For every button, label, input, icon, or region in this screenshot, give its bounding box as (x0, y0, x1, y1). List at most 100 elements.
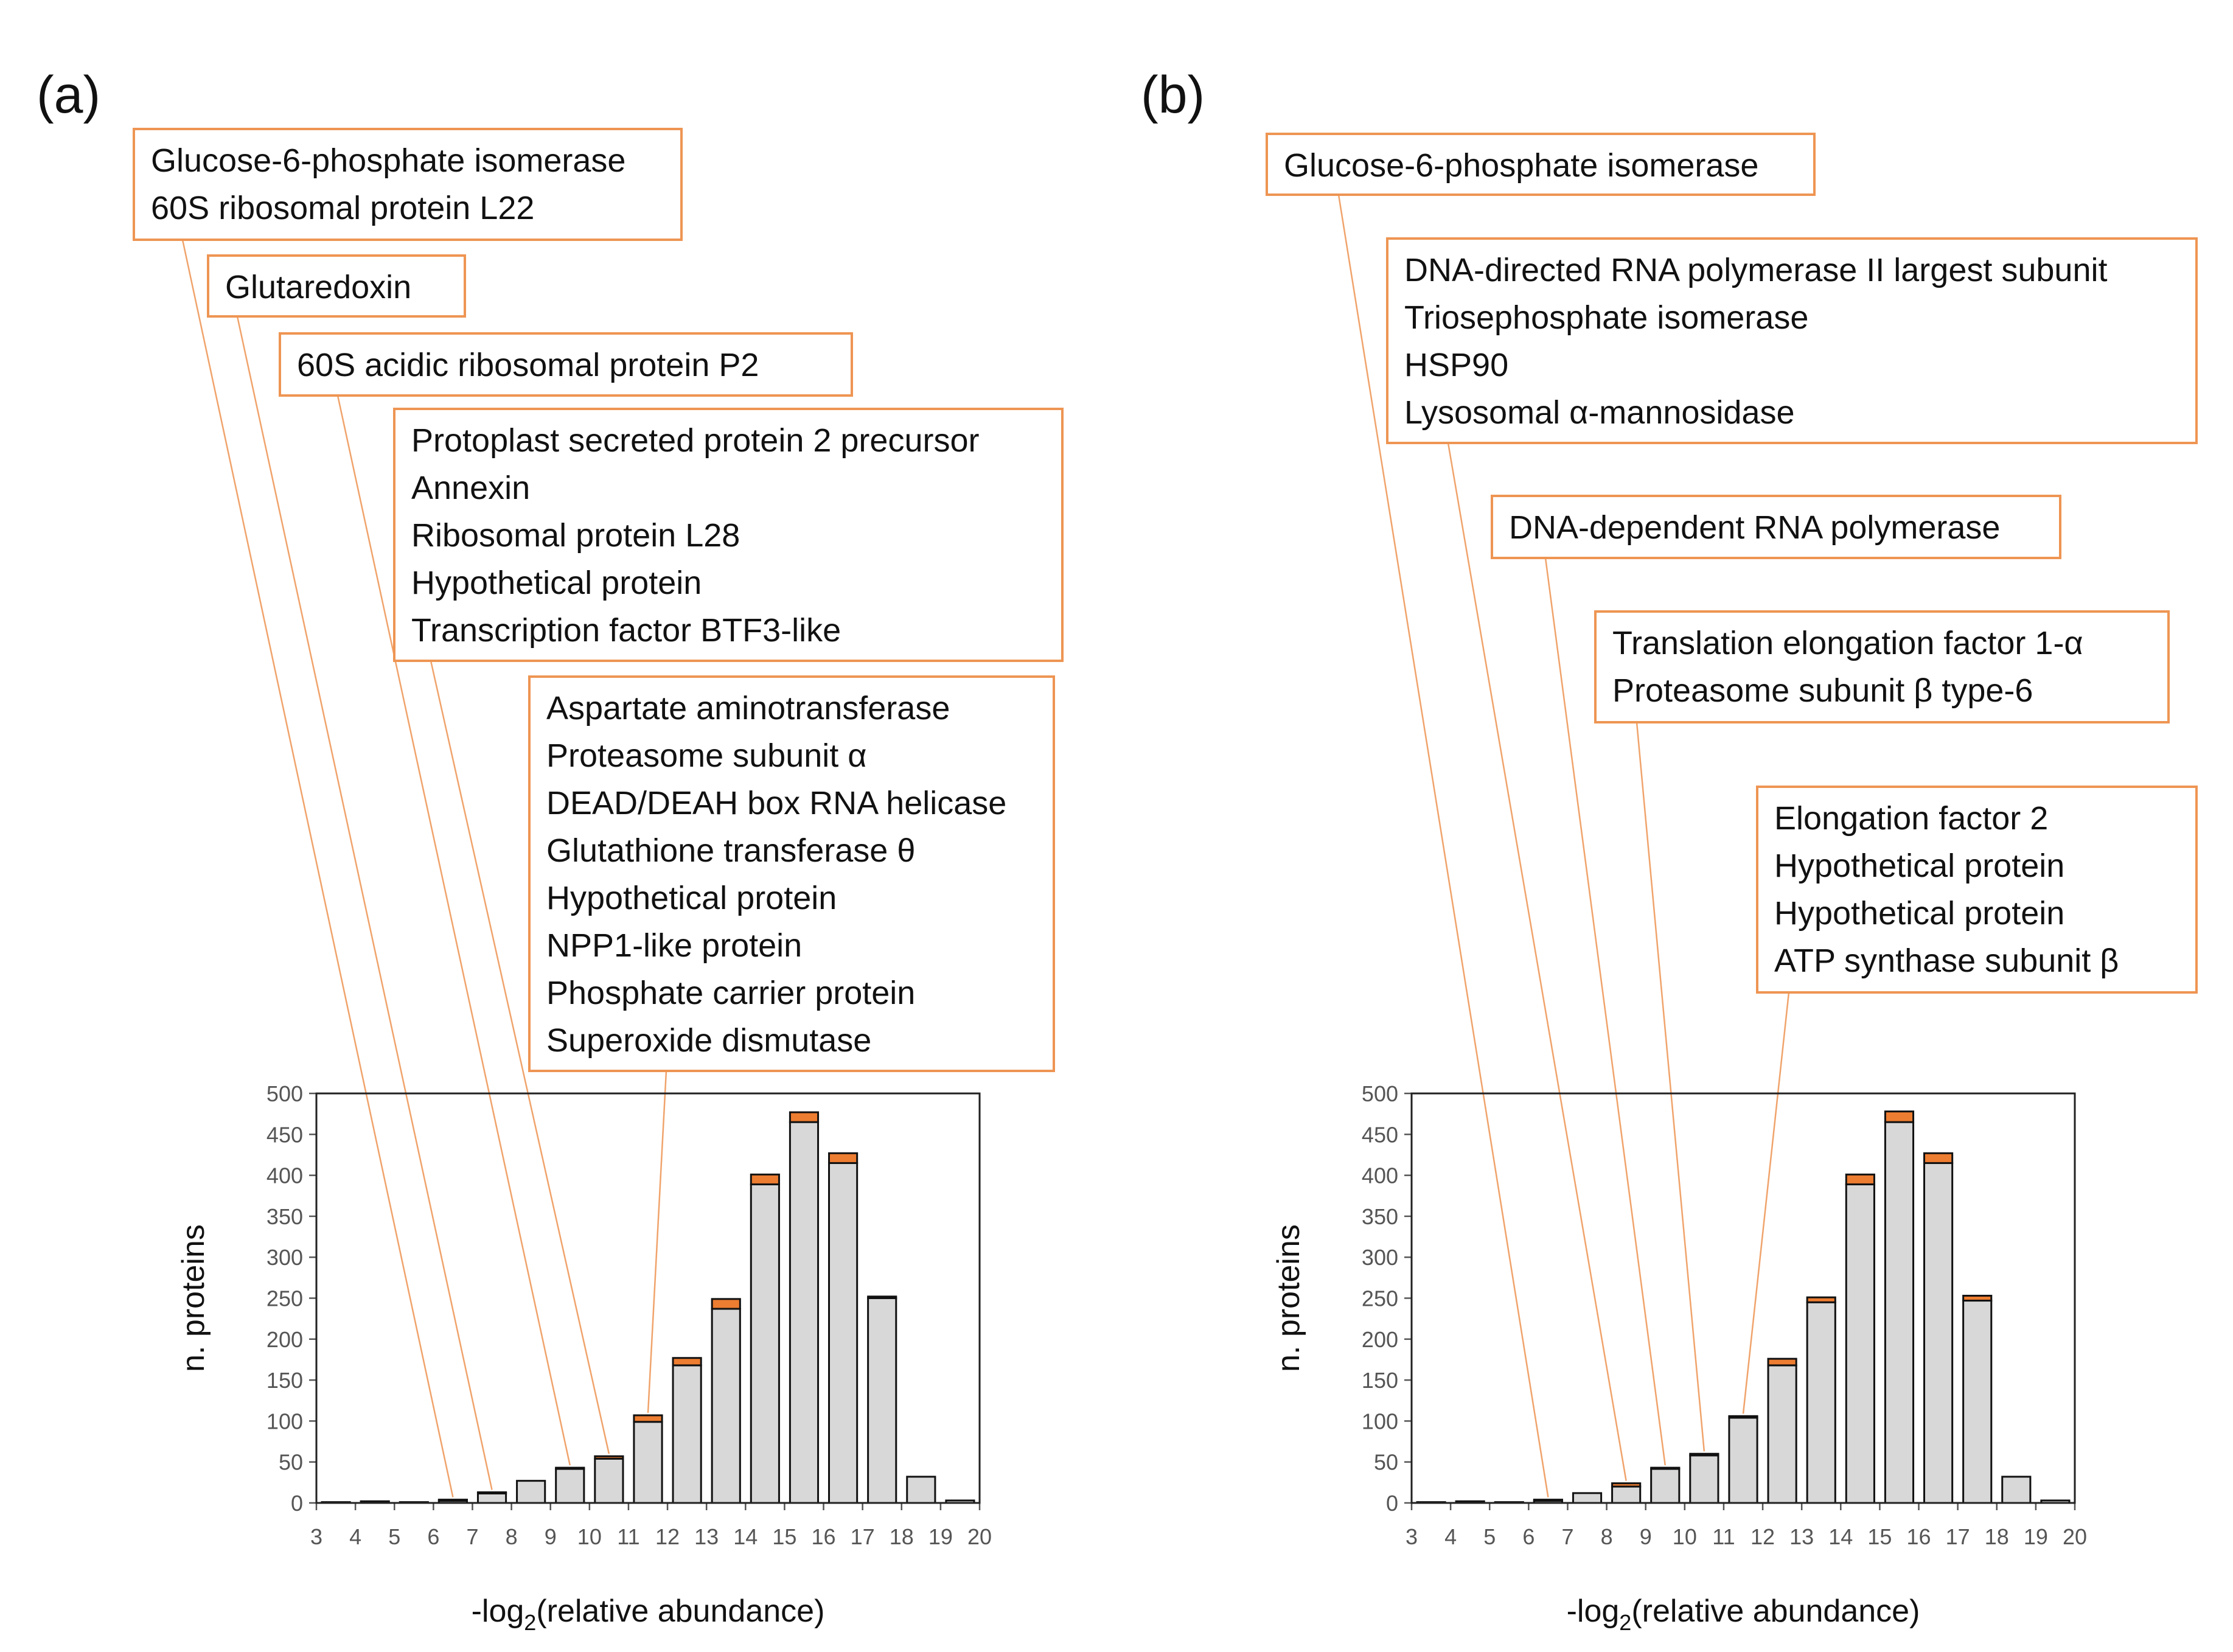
y-tick-label: 300 (266, 1245, 303, 1270)
x-tick-label: 11 (617, 1524, 639, 1549)
bar-all-proteins (1611, 1485, 1642, 1504)
bar-all-proteins (672, 1364, 702, 1504)
x-tick-label: 17 (1946, 1524, 1970, 1549)
annotation-box: DNA-dependent RNA polymerase (1491, 495, 2061, 559)
x-axis-label-subscript: 2 (524, 1610, 536, 1635)
x-tick-label: 16 (812, 1524, 836, 1549)
bar-highlighted (867, 1295, 897, 1300)
x-tick-label: 9 (545, 1524, 557, 1549)
x-tick-label: 18 (1985, 1524, 2009, 1549)
x-tick-label: 8 (1601, 1524, 1613, 1549)
bar-highlighted (633, 1414, 663, 1423)
annotation-frame (1756, 786, 2198, 994)
y-tick-label: 350 (1362, 1204, 1398, 1229)
x-tick-label: 8 (506, 1524, 518, 1549)
bar-all-proteins (750, 1183, 780, 1504)
bar-highlighted (1728, 1415, 1758, 1419)
annotation-frame (393, 408, 1064, 662)
annotation-line: Triosephosphate isomerase (1404, 299, 1808, 336)
annotation-box: Glucose-6-phosphate isomerase 60S ribosom… (133, 128, 683, 241)
x-tick-label: 19 (2024, 1524, 2048, 1549)
annotation-line: Hypothetical protein (546, 880, 837, 916)
leader-line (647, 1070, 667, 1413)
x-tick-label: 13 (1789, 1524, 1814, 1549)
bar-highlighted (1884, 1110, 1915, 1123)
leader-line (181, 239, 454, 1497)
annotation-frame (207, 254, 466, 318)
bar-highlighted (711, 1298, 741, 1310)
bar-all-proteins (1650, 1467, 1681, 1504)
plot-frame (1410, 1092, 2076, 1504)
x-tick-label: 10 (577, 1524, 602, 1549)
y-axis-label: n. proteins (1271, 1224, 1306, 1372)
annotation-line: NPP1-like protein (546, 927, 802, 964)
annotation-frame (1491, 495, 2061, 559)
x-tick-label: 3 (310, 1524, 322, 1549)
x-tick-label: 20 (967, 1524, 992, 1549)
annotation-line: Lysosomal α-mannosidase (1404, 394, 1795, 431)
annotation-frame (279, 332, 853, 397)
y-tick-label: 100 (1362, 1409, 1398, 1434)
bar-all-proteins (555, 1467, 585, 1504)
leader-line (430, 660, 610, 1454)
bar-all-proteins (1845, 1183, 1875, 1504)
bar-all-proteins (1689, 1454, 1719, 1504)
x-tick-label: 11 (1712, 1524, 1735, 1549)
x-tick-label: 4 (1444, 1524, 1457, 1549)
annotation-line: Glucose-6-phosphate isomerase (151, 142, 625, 179)
y-tick-label: 250 (266, 1286, 303, 1311)
annotation-line: Glutaredoxin (225, 269, 411, 305)
x-tick-label: 7 (466, 1524, 478, 1549)
annotation-box: 60S acidic ribosomal protein P2 (279, 332, 853, 397)
bar-all-proteins (789, 1121, 820, 1504)
annotation-box: Elongation factor 2 Hypothetical protein H… (1756, 786, 2198, 994)
annotation-line: Aspartate aminotransferase (546, 690, 950, 727)
leader-line (236, 316, 493, 1490)
bar-highlighted (555, 1466, 585, 1470)
leader-line (1447, 442, 1627, 1481)
x-tick-label: 14 (1828, 1524, 1853, 1549)
x-tick-label: 12 (655, 1524, 680, 1549)
bar-highlighted (1767, 1357, 1797, 1367)
annotation-line: Hypothetical protein (1774, 895, 2064, 932)
panel-label: (b) (1141, 66, 1205, 124)
panel-label: (a) (37, 66, 100, 124)
annotation-line: Elongation factor 2 (1774, 800, 2048, 837)
x-tick-label: 6 (427, 1524, 439, 1549)
y-tick-label: 250 (1362, 1286, 1398, 1311)
y-tick-label: 450 (266, 1122, 303, 1147)
bar-all-proteins (516, 1480, 546, 1504)
annotation-line: Ribosomal protein L28 (411, 517, 740, 554)
y-tick-label: 400 (266, 1163, 303, 1188)
chart-panel-a: (a) Glucose-6-phosphate isomerase 60S ribo… (37, 66, 1064, 1635)
leader-line (1337, 194, 1549, 1497)
bar-highlighted (1845, 1173, 1875, 1185)
annotation-line: Hypothetical protein (411, 565, 702, 601)
x-tick-label: 18 (890, 1524, 914, 1549)
x-axis-label: -log2(relative abundance) (1567, 1594, 1920, 1635)
annotation-line: Proteasome subunit β type-6 (1612, 672, 2033, 709)
x-tick-label: 6 (1522, 1524, 1535, 1549)
annotation-line: DNA-dependent RNA polymerase (1509, 509, 2000, 546)
y-tick-label: 500 (1362, 1081, 1398, 1106)
bar-highlighted (828, 1152, 859, 1164)
bar-highlighted (594, 1455, 624, 1460)
x-tick-label: 5 (1483, 1524, 1496, 1549)
y-tick-label: 50 (279, 1450, 303, 1475)
y-tick-label: 150 (1362, 1368, 1398, 1393)
leader-line (1636, 722, 1705, 1452)
bar-highlighted (672, 1357, 702, 1367)
annotation-line: Glutathione transferase θ (546, 832, 915, 869)
x-tick-label: 16 (1907, 1524, 1931, 1549)
x-tick-label: 19 (928, 1524, 953, 1549)
annotation-frame (1594, 610, 2170, 723)
annotation-line: Protoplast secreted protein 2 precursor (411, 422, 979, 459)
bar-all-proteins (633, 1421, 663, 1504)
annotation-frame (133, 128, 683, 241)
annotation-box: Glucose-6-phosphate isomerase (1266, 133, 1816, 196)
bar-highlighted (1689, 1452, 1719, 1457)
bar-all-proteins (711, 1308, 741, 1504)
annotation-line: Transcription factor BTF3-like (411, 612, 841, 649)
annotation-line: 60S acidic ribosomal protein P2 (297, 347, 759, 383)
bar-all-proteins (1767, 1364, 1797, 1504)
